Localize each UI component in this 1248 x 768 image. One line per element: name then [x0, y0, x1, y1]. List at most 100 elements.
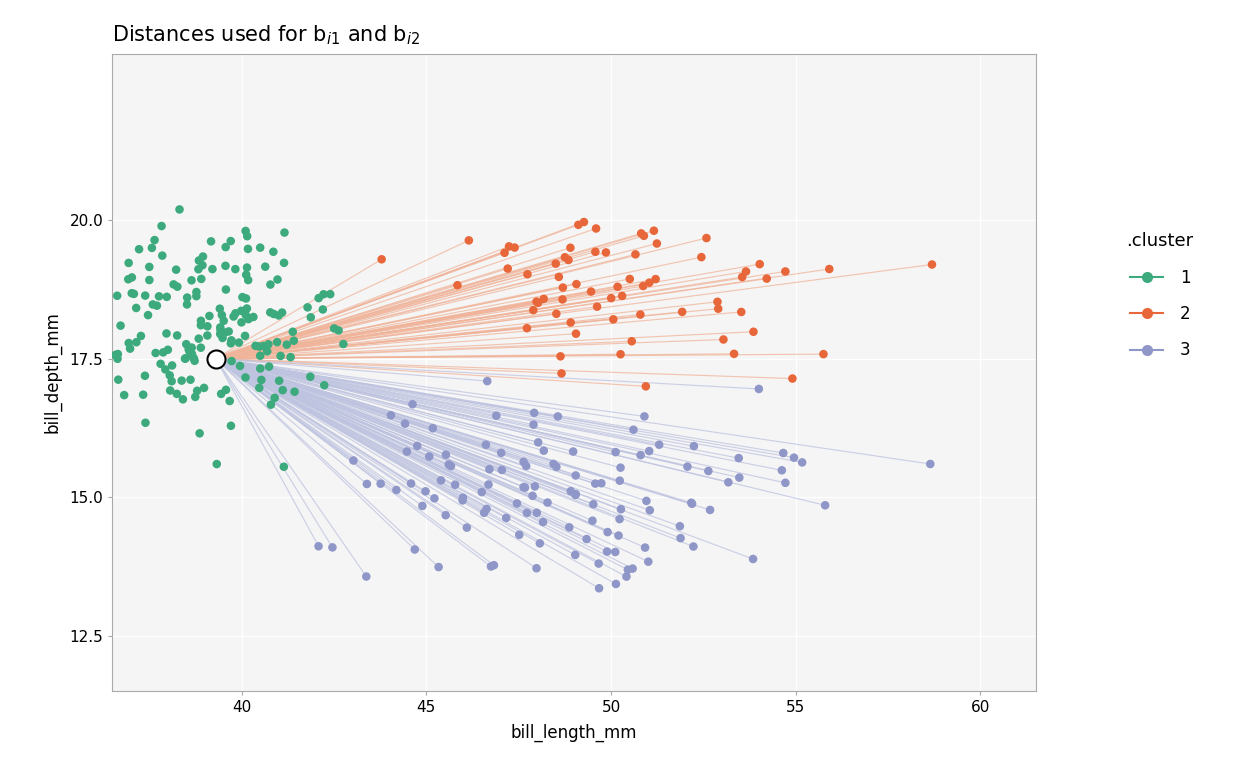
Point	[607, 578, 626, 590]
Point	[231, 305, 251, 317]
Point	[120, 343, 140, 355]
Point	[216, 260, 236, 272]
Point	[263, 246, 283, 258]
Point	[412, 500, 432, 512]
Point	[639, 445, 659, 457]
Point	[246, 339, 266, 352]
Point	[517, 322, 537, 334]
Point	[729, 452, 749, 464]
Point	[265, 392, 285, 404]
Point	[448, 279, 468, 291]
Point	[152, 250, 172, 262]
Point	[195, 382, 215, 394]
Point	[407, 440, 427, 452]
Point	[670, 532, 690, 545]
Point	[504, 241, 524, 253]
Point	[636, 495, 656, 507]
Point	[560, 316, 580, 329]
Point	[142, 242, 162, 254]
Point	[211, 388, 231, 400]
Point	[267, 273, 287, 286]
Point	[497, 511, 517, 524]
Point	[681, 497, 701, 509]
Point	[527, 296, 547, 308]
Point	[612, 503, 631, 515]
Point	[149, 290, 168, 303]
Point	[167, 280, 187, 293]
Point	[646, 237, 666, 250]
Point	[216, 384, 236, 396]
Point	[507, 498, 527, 510]
Point	[200, 310, 220, 322]
Point	[589, 558, 609, 570]
Point	[212, 309, 232, 321]
Point	[700, 504, 720, 516]
Point	[162, 375, 182, 387]
Point	[478, 478, 498, 491]
Point	[253, 340, 273, 353]
Point	[605, 446, 625, 458]
Point	[119, 257, 139, 269]
Point	[119, 337, 139, 349]
Point	[236, 225, 256, 237]
Point	[212, 332, 232, 344]
Point	[560, 242, 580, 254]
Point	[321, 288, 341, 300]
Point	[181, 274, 201, 286]
Point	[744, 326, 764, 338]
Point	[147, 300, 167, 312]
Point	[530, 537, 550, 549]
Point	[186, 290, 206, 303]
Point	[396, 418, 416, 430]
Point	[565, 488, 585, 501]
Point	[548, 410, 568, 422]
Point	[261, 279, 281, 291]
Point	[514, 481, 534, 493]
Point	[750, 258, 770, 270]
Point	[343, 455, 363, 467]
Point	[499, 240, 519, 253]
Point	[277, 339, 297, 351]
Point	[381, 409, 401, 422]
Point	[583, 515, 603, 527]
Point	[634, 230, 654, 242]
Point	[220, 395, 240, 407]
Point	[211, 328, 231, 340]
Point	[559, 521, 579, 534]
Point	[459, 234, 479, 247]
Point	[404, 544, 424, 556]
Point	[618, 564, 638, 576]
Point	[357, 478, 377, 490]
Point	[87, 351, 107, 363]
Point	[523, 490, 543, 502]
Point	[423, 422, 443, 435]
Point	[333, 338, 353, 350]
Point	[188, 263, 208, 276]
Point	[222, 355, 242, 367]
Point	[708, 303, 728, 315]
Point	[815, 499, 835, 511]
Point	[151, 220, 171, 232]
Point	[920, 458, 940, 470]
Point	[733, 271, 753, 283]
Point	[275, 227, 295, 239]
Point	[258, 338, 278, 350]
Point	[610, 348, 630, 360]
Point	[163, 278, 183, 290]
Point	[107, 353, 127, 365]
Point	[624, 424, 644, 436]
Point	[166, 263, 186, 276]
Point	[185, 391, 205, 403]
Point	[176, 353, 196, 365]
Point	[453, 495, 473, 507]
Point	[126, 302, 146, 314]
Point	[273, 384, 293, 396]
Point	[251, 374, 271, 386]
Point	[555, 251, 575, 263]
Point	[251, 362, 271, 375]
Point	[193, 250, 213, 263]
Point	[301, 311, 321, 323]
Point	[154, 346, 173, 359]
Point	[479, 463, 499, 475]
Point	[206, 350, 226, 362]
